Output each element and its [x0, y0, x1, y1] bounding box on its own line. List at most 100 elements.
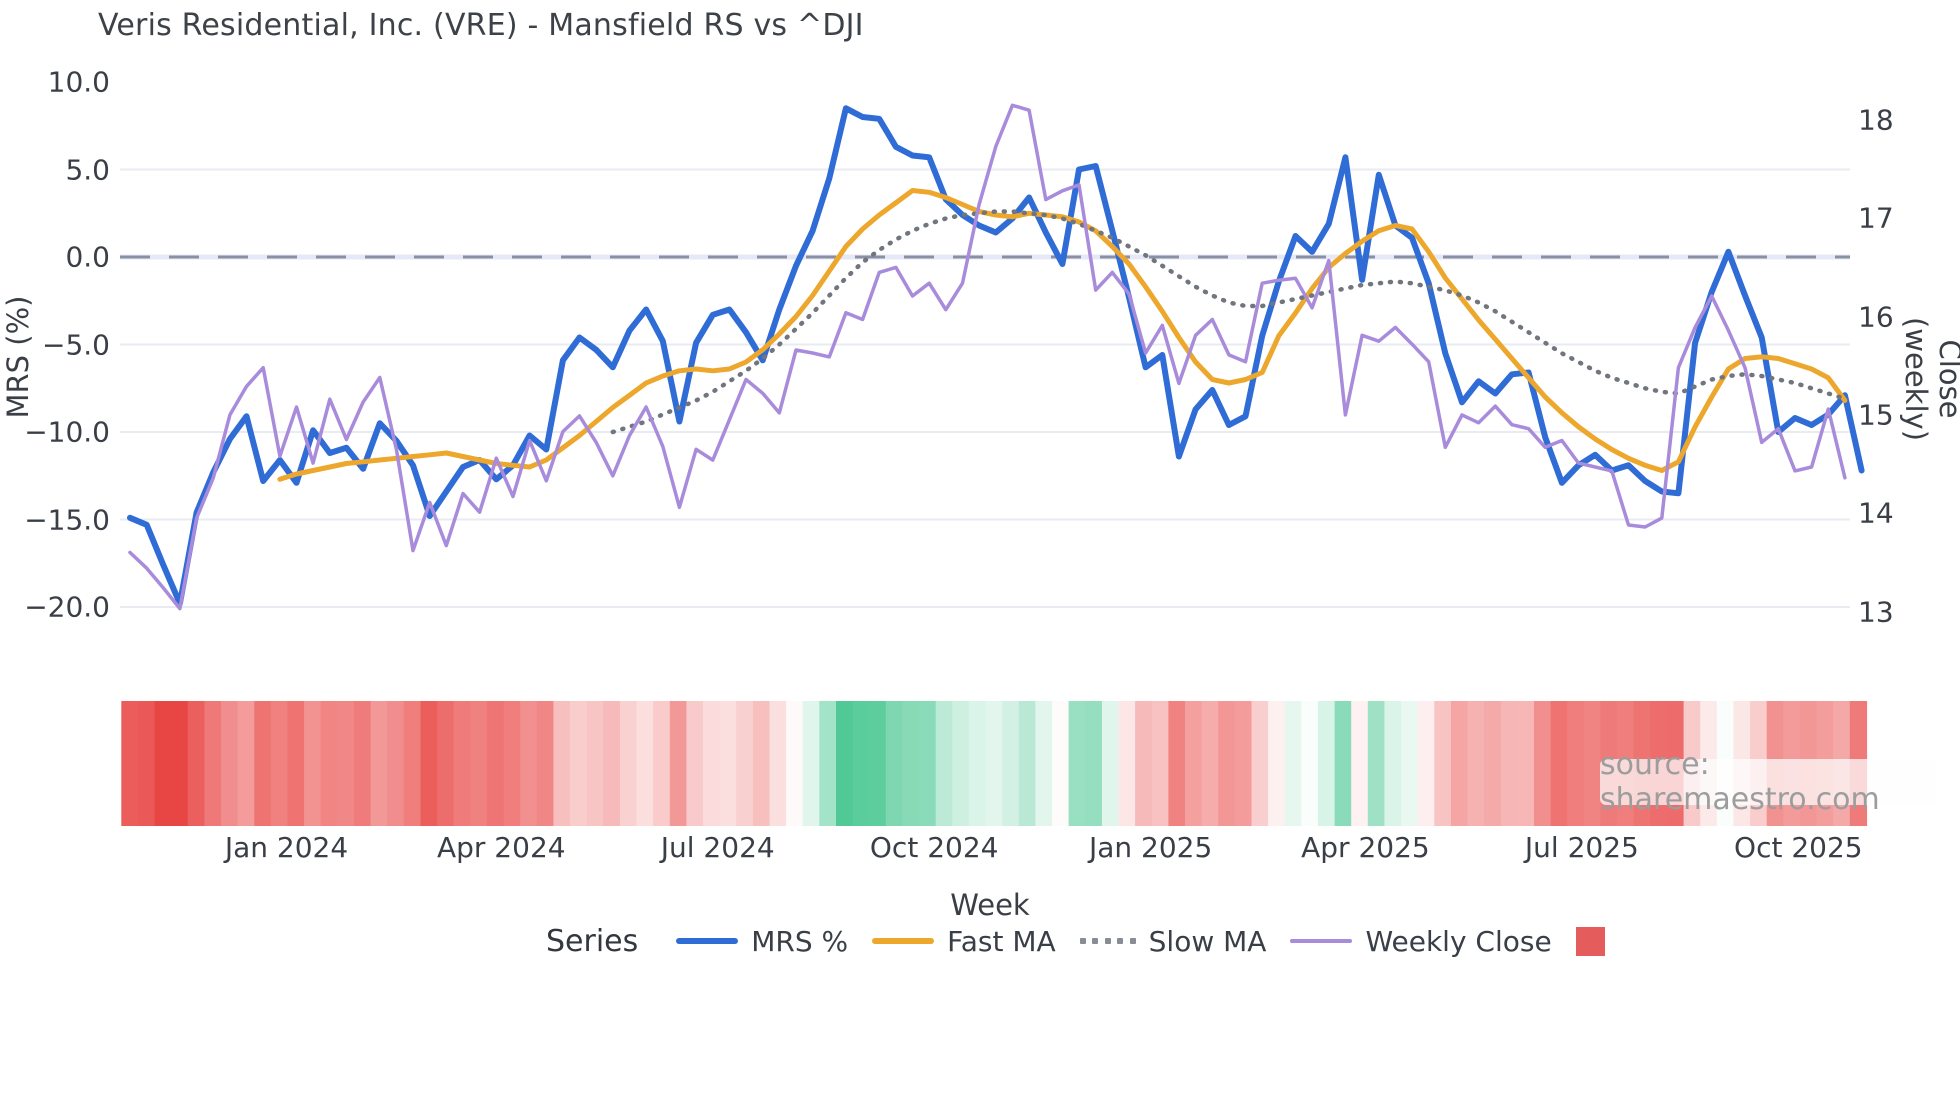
right-tick-label: 17	[1858, 201, 1894, 235]
heatmap-cell	[736, 701, 754, 826]
legend-item-fast-ma: Fast MA	[872, 925, 1056, 958]
heatmap-cell	[121, 701, 139, 826]
heatmap-cell	[686, 701, 704, 826]
left-tick-label: 0.0	[65, 240, 110, 274]
x-tick-label: Jul 2024	[660, 831, 775, 864]
heatmap-cell	[1018, 701, 1037, 826]
left-tick-label: −20.0	[24, 590, 110, 624]
heatmap-cell	[1484, 701, 1502, 826]
heatmap-cell	[719, 701, 737, 826]
right-tick-label: 18	[1858, 103, 1894, 137]
heatmap-cell	[1068, 701, 1086, 826]
right-tick-label: 13	[1858, 595, 1894, 628]
x-tick-label: Oct 2024	[869, 831, 999, 864]
heatmap-cell	[885, 701, 904, 826]
heatmap-cell	[786, 701, 804, 826]
x-tick-label: Jan 2024	[224, 831, 349, 864]
weekly-close-line	[128, 103, 1847, 611]
heatmap-cell	[1351, 701, 1369, 826]
heatmap-cell	[1583, 701, 1602, 826]
heatmap-cell	[453, 701, 471, 826]
left-tick-label: 10.0	[47, 65, 110, 99]
heatmap-cell	[320, 701, 338, 826]
mrs--line	[127, 105, 1865, 607]
heatmap-cell	[669, 701, 688, 826]
heatmap-cell	[187, 701, 206, 826]
heatmap-cell	[1101, 701, 1120, 826]
heatmap-cell	[137, 701, 156, 826]
heatmap-cell	[1534, 701, 1552, 826]
heatmap-cell	[1417, 701, 1435, 826]
legend-swatch	[1079, 938, 1136, 944]
x-tick-label: Apr 2024	[436, 831, 566, 864]
heatmap-cell	[1135, 701, 1153, 826]
heatmap-cell	[603, 701, 621, 826]
heatmap-cell	[437, 701, 455, 826]
heatmap-cell	[486, 701, 505, 826]
heatmap-cell	[1185, 701, 1203, 826]
x-tick-label: Oct 2025	[1734, 831, 1863, 864]
chart-title: Veris Residential, Inc. (VRE) - Mansfiel…	[98, 8, 864, 43]
heatmap-cell	[869, 701, 887, 826]
right-tick-label: 16	[1858, 300, 1894, 334]
heatmap-cell	[919, 701, 937, 826]
heatmap-cell	[1367, 701, 1386, 826]
heatmap-cell	[1201, 701, 1219, 826]
heatmap-cell	[354, 701, 372, 826]
right-tick-label: 14	[1858, 496, 1894, 530]
heatmap-cell	[752, 701, 771, 826]
heatmap-cell	[619, 701, 638, 826]
heatmap-cell	[653, 701, 671, 826]
legend-heatmap-swatch	[1575, 926, 1605, 956]
heatmap-cell	[1085, 701, 1103, 826]
heatmap-cell	[570, 701, 588, 826]
legend-item-slow-ma: Slow MA	[1079, 925, 1266, 958]
heatmap-cell	[952, 701, 970, 826]
heatmap-cell	[1467, 701, 1485, 826]
slow-ma-line	[610, 209, 1848, 435]
heatmap-cell	[1450, 701, 1469, 826]
heatmap-cell	[985, 701, 1003, 826]
heatmap-cell	[1284, 701, 1302, 826]
heatmap-cell	[802, 701, 820, 826]
right-tick-label: 15	[1858, 398, 1894, 432]
left-tick-label: −15.0	[24, 503, 110, 536]
left-tick-label: −5.0	[42, 328, 110, 361]
heatmap-cell	[968, 701, 987, 826]
heatmap-cell	[1500, 701, 1519, 826]
heatmap-cell	[1035, 701, 1053, 826]
heatmap-cell	[503, 701, 521, 826]
left-tick-label: −10.0	[24, 415, 110, 449]
heatmap-cell	[1218, 701, 1236, 826]
watermark-text: source: sharemaestro.com	[1600, 747, 1880, 817]
heatmap-cell	[1002, 701, 1020, 826]
heatmap-cell	[1434, 701, 1452, 826]
heatmap-cell	[221, 701, 239, 826]
heatmap-cell	[254, 701, 272, 826]
heatmap-cell	[1384, 701, 1402, 826]
heatmap-cell	[237, 701, 255, 826]
heatmap-cell	[1251, 701, 1269, 826]
right-axis-title: Close (weekly)	[1899, 316, 1960, 442]
legend-swatch	[872, 938, 935, 944]
heatmap-cell	[1234, 701, 1253, 826]
heatmap-cell	[1151, 701, 1169, 826]
heatmap-cell	[836, 701, 854, 826]
legend-item-weekly-close: Weekly Close	[1290, 925, 1552, 958]
heatmap-cell	[387, 701, 405, 826]
x-tick-label: Jan 2025	[1088, 831, 1213, 864]
left-tick-label: 5.0	[65, 153, 110, 186]
legend: Series MRS % Fast MA Slow MA Weekly Close	[546, 920, 1605, 962]
heatmap-cell	[769, 701, 787, 826]
heatmap-cell	[1168, 701, 1186, 826]
heatmap-cell	[287, 701, 305, 826]
heatmap-cell	[636, 701, 654, 826]
heatmap-cell	[1567, 701, 1585, 826]
heatmap-cell	[1550, 701, 1568, 826]
legend-item-mrs-: MRS %	[676, 925, 848, 958]
heatmap-cell	[1268, 701, 1286, 826]
heatmap-cell	[370, 701, 388, 826]
heatmap-cell	[703, 701, 721, 826]
heatmap-cell	[1334, 701, 1352, 826]
heatmap-cell	[536, 701, 555, 826]
